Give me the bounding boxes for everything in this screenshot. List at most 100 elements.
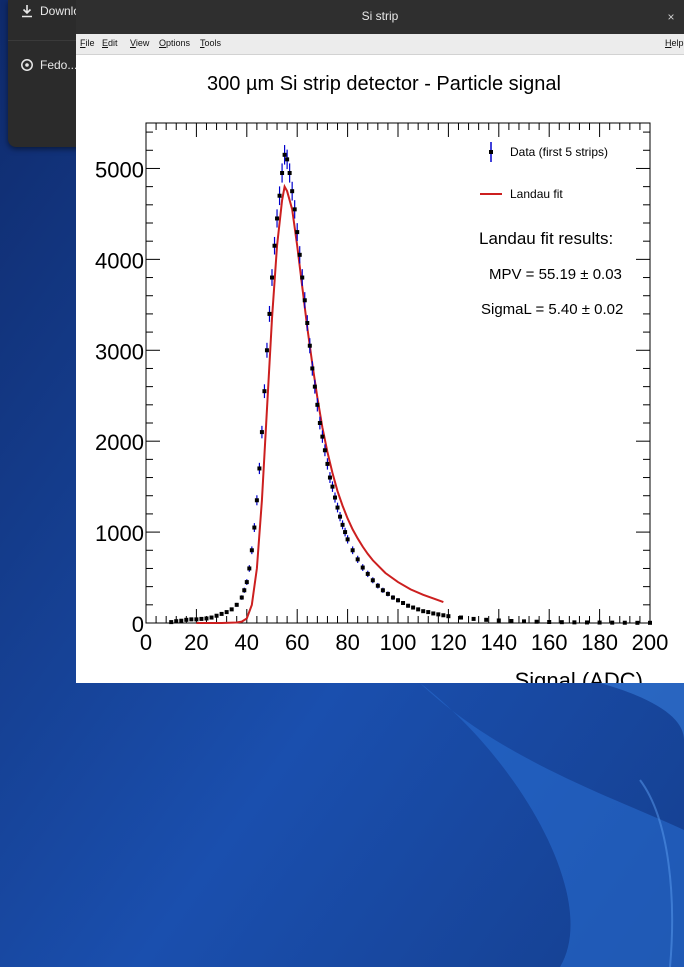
histogram-canvas[interactable]: 300 µm Si strip detector - Particle sign…	[76, 55, 684, 683]
data-point	[229, 607, 234, 612]
y-tick-label: 2000	[95, 430, 144, 455]
data-point	[179, 618, 184, 623]
data-point	[325, 461, 330, 466]
data-point	[375, 583, 380, 588]
data-point	[287, 171, 292, 175]
data-point	[194, 617, 199, 622]
data-point	[333, 495, 337, 500]
data-point	[262, 389, 267, 394]
data-point	[280, 171, 285, 175]
data-point	[244, 580, 249, 585]
x-tick-label: 0	[140, 630, 152, 655]
data-point	[259, 430, 264, 435]
menu-edit[interactable]: Edit	[102, 38, 118, 48]
window-titlebar[interactable]: Si strip ×	[76, 0, 684, 34]
axes: 0 20 40 60 80 100 120 140 160 180 2000100020003000…	[95, 123, 668, 655]
data-point	[436, 612, 441, 617]
data-point	[380, 588, 385, 593]
sidebar-item-downloads[interactable]: Downlo	[20, 4, 80, 18]
data-point	[267, 311, 272, 316]
data-point	[249, 548, 254, 553]
sidebar-item-fedora[interactable]: Fedo...	[20, 58, 77, 72]
x-tick-label: 20	[184, 630, 208, 655]
data-point	[416, 607, 421, 612]
data-point	[275, 216, 280, 221]
data-point	[254, 498, 259, 503]
data-point	[446, 614, 451, 619]
data-point	[242, 588, 247, 593]
data-point	[305, 321, 310, 325]
data-point	[484, 617, 489, 622]
data-point	[184, 617, 189, 622]
data-point	[295, 230, 300, 235]
data-point	[234, 602, 239, 607]
data-point	[459, 615, 463, 620]
menu-bar: File Edit View Options Tools Help	[76, 34, 684, 55]
data-point	[522, 619, 526, 624]
data-point	[257, 466, 262, 471]
data-point	[635, 620, 640, 625]
x-tick-label: 200	[632, 630, 669, 655]
data-point	[509, 619, 514, 623]
fit-sigma: SigmaL = 5.40 ± 0.02	[481, 301, 623, 318]
data-point	[355, 557, 360, 562]
data-point	[335, 505, 340, 510]
data-point	[559, 620, 564, 625]
legend-fit-label: Landau fit	[510, 187, 563, 201]
sidebar-divider	[8, 40, 88, 41]
data-point	[360, 565, 365, 570]
data-point	[285, 157, 290, 162]
x-tick-label: 40	[235, 630, 259, 655]
data-point	[622, 620, 627, 625]
file-manager-sidebar: Downlo Fedo...	[8, 0, 88, 147]
data-point	[471, 616, 476, 621]
download-icon	[22, 5, 32, 18]
menu-file[interactable]: File	[80, 38, 95, 48]
data-point	[365, 571, 370, 576]
disc-icon	[21, 59, 33, 71]
data-point	[189, 617, 194, 622]
data-point	[174, 619, 179, 624]
data-point	[350, 548, 355, 553]
data-point	[327, 475, 332, 480]
sidebar-item-label: Fedo...	[40, 58, 78, 72]
sidebar-item-label: Downlo	[40, 4, 81, 18]
data-point	[300, 275, 305, 280]
chart-title: 300 µm Si strip detector - Particle sign…	[207, 73, 561, 95]
data-point	[199, 616, 204, 621]
data-point	[312, 384, 317, 389]
menu-help[interactable]: Help	[665, 38, 684, 48]
menu-options[interactable]: Options	[159, 38, 191, 48]
data-point	[343, 530, 348, 535]
data-point	[421, 609, 426, 614]
data-point	[585, 620, 589, 625]
data-point	[247, 566, 252, 571]
data-point	[282, 152, 287, 157]
data-point	[401, 601, 406, 605]
data-point	[370, 578, 375, 583]
data-point	[385, 591, 390, 596]
fit-mpv: MPV = 55.19 ± 0.03	[489, 266, 622, 283]
data-point	[572, 620, 577, 625]
y-tick-label: 4000	[95, 248, 144, 273]
x-tick-label: 160	[531, 630, 568, 655]
data-points	[169, 145, 652, 625]
data-point	[320, 434, 325, 439]
close-button[interactable]: ×	[667, 10, 675, 24]
legend-data-marker	[489, 150, 493, 154]
data-point	[307, 343, 312, 348]
data-point	[345, 537, 350, 542]
data-point	[204, 616, 209, 621]
data-point	[597, 620, 602, 625]
data-point	[315, 402, 320, 407]
data-point	[411, 605, 416, 610]
data-point	[396, 598, 400, 603]
x-tick-label: 60	[285, 630, 309, 655]
data-point	[406, 603, 411, 608]
data-point	[277, 193, 282, 198]
plot-frame	[145, 122, 651, 624]
menu-tools[interactable]: Tools	[200, 38, 222, 48]
data-point	[340, 522, 345, 527]
menu-view[interactable]: View	[130, 38, 150, 48]
data-point	[322, 448, 327, 453]
